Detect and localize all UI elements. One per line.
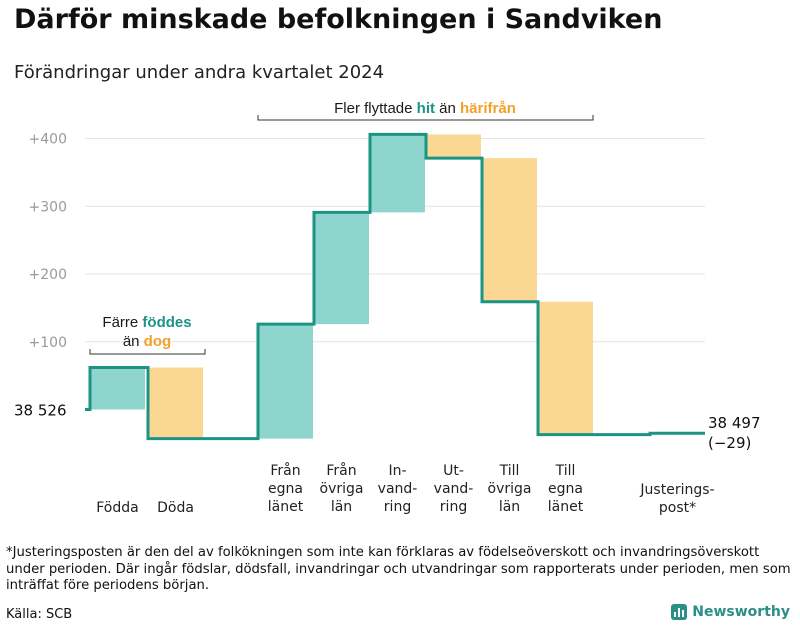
category-label: Justerings-post*	[639, 482, 714, 516]
annotation-migration: Fler flyttade hit än härifrån	[334, 100, 516, 117]
footnote: *Justeringsposten är den del av folkökni…	[6, 545, 791, 593]
category-label: Från egna länet	[268, 462, 304, 515]
annotation-bracket-births	[89, 349, 206, 355]
annotation-births-line2: än dog	[123, 333, 171, 350]
change-label: (−29)	[708, 434, 751, 452]
category-label: Från övriga län	[320, 462, 364, 515]
y-tick-label: +200	[29, 267, 67, 283]
bar-3	[258, 324, 313, 439]
y-tick-label: +100	[29, 335, 67, 351]
category-label: Till övriga län	[488, 463, 532, 515]
end-value-label: 38 497	[708, 414, 761, 432]
chart-subtitle: Förändringar under andra kvartalet 2024	[14, 62, 385, 83]
bar-8	[538, 301, 593, 435]
category-label: Födda	[96, 500, 138, 516]
bar-7	[482, 158, 537, 302]
brand-logo: Newsworthy	[671, 604, 790, 620]
cumulative-step-line	[85, 132, 705, 441]
waterfall-chart: +100 +200 +300 +400 38 526 38 497 (−29) Födda Dö…	[14, 100, 761, 516]
bar-5	[370, 134, 425, 213]
chart-title: Därför minskade befolkningen i Sandviken	[14, 4, 663, 35]
category-label: Döda	[157, 500, 194, 516]
bar-6	[426, 134, 481, 159]
annotation-births-line1: Färre föddes	[102, 314, 191, 331]
category-label: Ut-vand-ring	[434, 463, 474, 515]
source-note: Källa: SCB	[6, 607, 73, 622]
bar-2	[148, 367, 203, 439]
category-label: Till egna länet	[548, 463, 584, 515]
newsworthy-icon	[671, 604, 688, 620]
bar-4	[314, 212, 369, 325]
annotation-bracket-migration	[257, 115, 594, 121]
brand-name: Newsworthy	[692, 604, 790, 620]
y-tick-label: +400	[29, 132, 67, 148]
category-label: In-vand-ring	[378, 463, 418, 515]
bar-1	[90, 367, 145, 410]
y-tick-label: +300	[29, 199, 67, 215]
start-value-label: 38 526	[14, 402, 67, 420]
